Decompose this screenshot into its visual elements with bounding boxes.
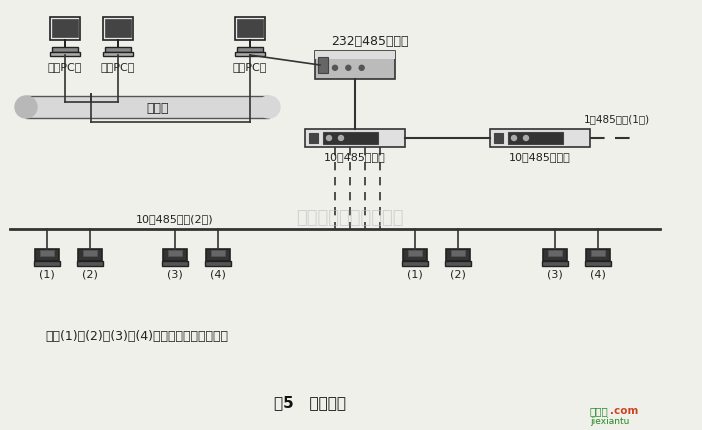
Circle shape [512, 136, 517, 141]
FancyBboxPatch shape [77, 261, 103, 266]
FancyBboxPatch shape [543, 249, 567, 261]
FancyBboxPatch shape [451, 251, 465, 257]
Text: (4): (4) [590, 269, 606, 279]
FancyBboxPatch shape [305, 130, 405, 147]
Circle shape [346, 66, 351, 71]
FancyBboxPatch shape [102, 18, 133, 41]
Text: 客户PC机: 客户PC机 [48, 62, 82, 72]
FancyBboxPatch shape [490, 130, 590, 147]
FancyBboxPatch shape [508, 132, 563, 145]
FancyBboxPatch shape [206, 249, 230, 261]
FancyBboxPatch shape [50, 18, 80, 41]
Ellipse shape [258, 97, 280, 119]
FancyBboxPatch shape [542, 261, 568, 266]
Text: 图5   系统结构: 图5 系统结构 [274, 394, 346, 409]
FancyBboxPatch shape [403, 249, 427, 261]
Text: (1): (1) [407, 269, 423, 279]
Ellipse shape [15, 97, 37, 119]
FancyBboxPatch shape [402, 261, 428, 266]
FancyBboxPatch shape [211, 251, 225, 257]
FancyBboxPatch shape [315, 52, 395, 60]
Text: 10口485集线器: 10口485集线器 [509, 152, 571, 162]
Circle shape [524, 136, 529, 141]
FancyBboxPatch shape [315, 52, 395, 80]
Text: 1路485总线(1级): 1路485总线(1级) [584, 114, 650, 124]
FancyBboxPatch shape [323, 132, 378, 145]
FancyBboxPatch shape [494, 133, 503, 144]
FancyBboxPatch shape [102, 53, 133, 57]
FancyBboxPatch shape [34, 261, 60, 266]
Text: (2): (2) [82, 269, 98, 279]
FancyBboxPatch shape [26, 97, 269, 119]
Text: 注：(1)、(2)、(3)、(4)表示四种单片机节点。: 注：(1)、(2)、(3)、(4)表示四种单片机节点。 [45, 329, 228, 342]
Circle shape [359, 66, 364, 71]
FancyBboxPatch shape [409, 251, 421, 257]
FancyBboxPatch shape [234, 53, 265, 57]
FancyBboxPatch shape [446, 249, 470, 261]
FancyBboxPatch shape [35, 249, 59, 261]
FancyBboxPatch shape [162, 261, 188, 266]
FancyBboxPatch shape [105, 20, 131, 38]
Text: 10口485集线器: 10口485集线器 [324, 152, 386, 162]
FancyBboxPatch shape [592, 251, 604, 257]
FancyBboxPatch shape [585, 261, 611, 266]
Text: (3): (3) [547, 269, 563, 279]
Text: (1): (1) [39, 269, 55, 279]
FancyBboxPatch shape [309, 133, 318, 144]
Text: jiexiantu: jiexiantu [590, 416, 630, 425]
FancyBboxPatch shape [52, 48, 78, 53]
FancyBboxPatch shape [50, 53, 80, 57]
FancyBboxPatch shape [548, 251, 562, 257]
FancyBboxPatch shape [237, 20, 263, 38]
FancyBboxPatch shape [445, 261, 471, 266]
FancyBboxPatch shape [205, 261, 231, 266]
FancyBboxPatch shape [105, 48, 131, 53]
FancyBboxPatch shape [237, 48, 263, 53]
Text: 接线图: 接线图 [590, 405, 609, 415]
FancyBboxPatch shape [78, 249, 102, 261]
Text: 10路485总线(2级): 10路485总线(2级) [136, 214, 214, 224]
Circle shape [338, 136, 343, 141]
Circle shape [326, 136, 331, 141]
Text: (2): (2) [450, 269, 466, 279]
Text: .com: .com [610, 405, 638, 415]
Text: (3): (3) [167, 269, 183, 279]
FancyBboxPatch shape [234, 18, 265, 41]
Text: 232－485转换器: 232－485转换器 [331, 35, 409, 48]
Text: 通信PC机: 通信PC机 [233, 62, 267, 72]
FancyBboxPatch shape [52, 20, 78, 38]
Text: 杭州博睿科技有限公司: 杭州博睿科技有限公司 [296, 209, 404, 227]
Text: 以太网: 以太网 [146, 101, 168, 114]
Text: 客户PC机: 客户PC机 [101, 62, 135, 72]
FancyBboxPatch shape [41, 251, 53, 257]
Text: (4): (4) [210, 269, 226, 279]
Circle shape [333, 66, 338, 71]
FancyBboxPatch shape [163, 249, 187, 261]
FancyBboxPatch shape [318, 58, 328, 74]
FancyBboxPatch shape [84, 251, 97, 257]
FancyBboxPatch shape [586, 249, 610, 261]
FancyBboxPatch shape [168, 251, 182, 257]
